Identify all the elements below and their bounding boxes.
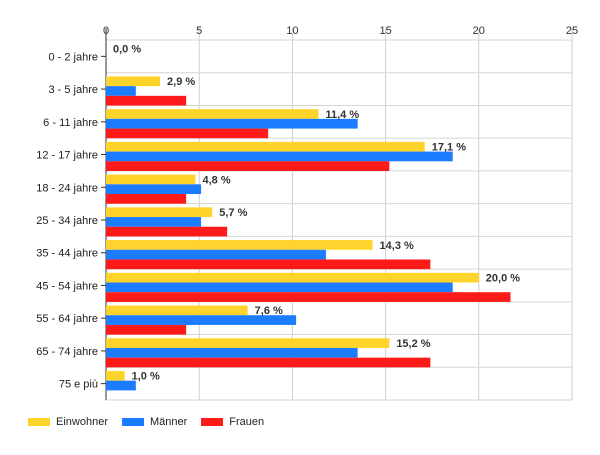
legend-item: Männer (121, 416, 188, 428)
legend-swatch (28, 418, 50, 426)
data-label: 2,9 % (167, 76, 195, 88)
legend-item: Frauen (201, 416, 264, 428)
y-tick-label: 35 - 44 jahre (36, 248, 98, 260)
x-tick-label: 5 (196, 25, 202, 37)
x-tick-label: 15 (379, 25, 391, 37)
data-label: 5,7 % (219, 207, 247, 219)
bar-einwohner (106, 305, 248, 316)
bar-mnner (106, 217, 202, 227)
y-tick-label: 3 - 5 jahre (48, 84, 98, 96)
data-label: 20,0 % (486, 273, 520, 285)
data-label: 7,6 % (255, 305, 283, 317)
legend-item: Einwohner (28, 416, 108, 428)
data-label: 4,8 % (202, 174, 230, 186)
bar-mnner (106, 380, 136, 391)
y-tick-label: 6 - 11 jahre (43, 117, 98, 129)
bar-mnner (106, 184, 202, 195)
data-label: 0,0 % (113, 43, 141, 55)
legend-swatch (201, 418, 224, 426)
y-tick-label: 25 - 34 jahre (36, 215, 98, 227)
y-tick-label: 65 - 74 jahre (36, 346, 98, 358)
bar-einwohner (106, 141, 425, 152)
bar-frauen (106, 161, 390, 171)
bar-einwohner (106, 76, 161, 87)
bar-mnner (106, 118, 358, 129)
bar-frauen (106, 357, 431, 368)
legend-label: Einwohner (56, 416, 108, 428)
y-tick-label: 18 - 24 jahre (36, 182, 98, 194)
bar-einwohner (106, 370, 125, 381)
bar-einwohner (106, 240, 373, 250)
bar-frauen (106, 128, 269, 139)
bar-mnner (106, 347, 358, 358)
bar-mnner (106, 282, 453, 293)
bar-frauen (106, 292, 511, 302)
bar-einwohner (106, 272, 479, 283)
data-label: 11,4 % (325, 109, 359, 121)
legend-label: Frauen (229, 416, 265, 428)
data-label: 14,3 % (380, 240, 414, 252)
bar-frauen (106, 259, 431, 270)
bar-mnner (106, 315, 297, 325)
y-tick-label: 45 - 54 jahre (36, 280, 98, 292)
x-tick-label: 10 (286, 25, 298, 37)
data-label: 15,2 % (396, 338, 430, 350)
y-tick-label: 12 - 17 jahre (36, 150, 98, 162)
x-tick-label: 25 (566, 25, 578, 37)
bar-mnner (106, 249, 326, 260)
bar-frauen (106, 95, 187, 106)
bar-mnner (106, 151, 453, 162)
x-tick-label: 20 (473, 25, 485, 37)
data-label: 1,0 % (132, 371, 160, 383)
bar-einwohner (106, 109, 319, 119)
bar-einwohner (106, 338, 390, 348)
y-tick-label: 55 - 64 jahre (36, 313, 98, 325)
y-tick-label: 75 e più (59, 379, 98, 391)
bar-einwohner (106, 207, 213, 218)
bar-mnner (106, 86, 136, 96)
legend-label: Männer (149, 416, 188, 428)
bar-frauen (106, 324, 187, 335)
bar-frauen (106, 194, 187, 204)
data-label: 17,1 % (432, 142, 466, 154)
bar-frauen (106, 226, 228, 237)
legend-swatch (121, 418, 144, 426)
y-tick-label: 0 - 2 jahre (48, 51, 98, 63)
bar-einwohner (106, 174, 196, 185)
legend: Einwohner Männer Frauen (28, 416, 278, 428)
